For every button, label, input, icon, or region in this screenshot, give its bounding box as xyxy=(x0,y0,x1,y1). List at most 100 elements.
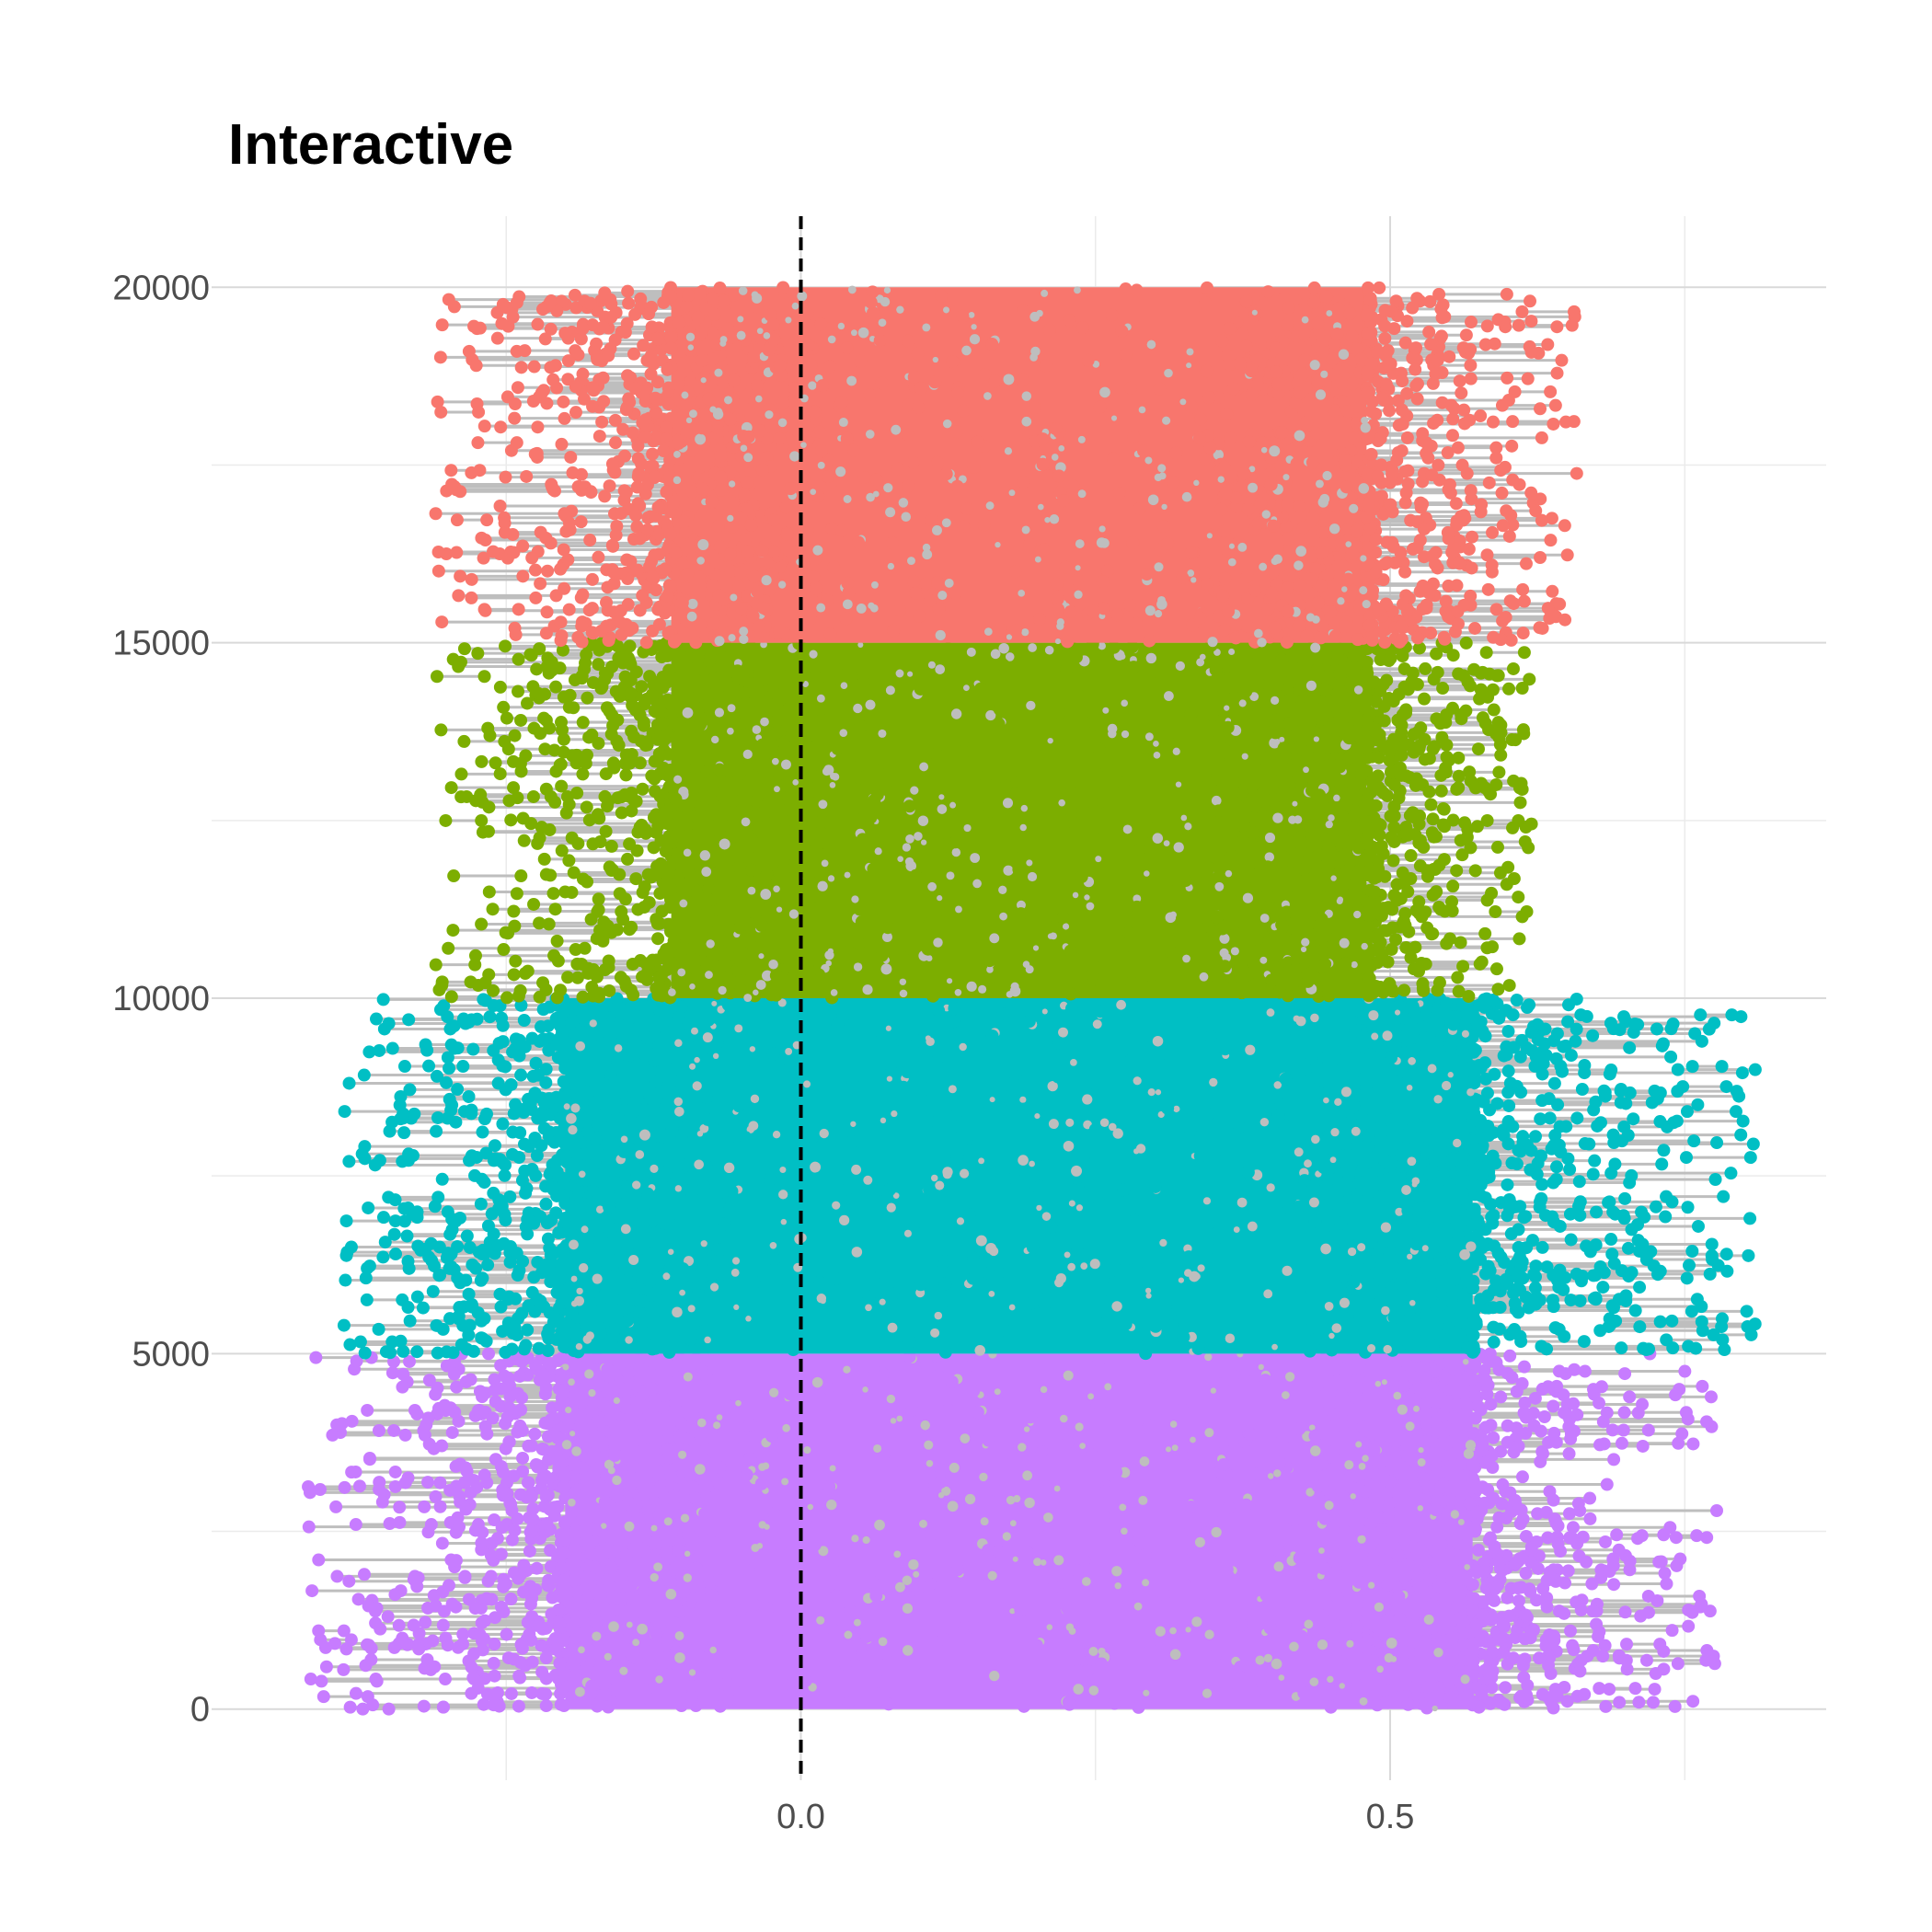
data-point xyxy=(458,1570,472,1583)
data-point xyxy=(1499,1681,1512,1695)
data-point xyxy=(587,1560,601,1574)
core-gap-speck xyxy=(1155,1626,1166,1637)
data-point xyxy=(585,1679,599,1693)
core-gap-speck xyxy=(568,1378,575,1386)
data-point xyxy=(1374,1455,1387,1469)
data-point xyxy=(1561,1564,1575,1578)
core-gap-speck xyxy=(1111,1566,1122,1577)
data-point xyxy=(1468,1523,1482,1536)
data-point xyxy=(1141,1421,1155,1435)
data-point xyxy=(677,1585,691,1599)
core-gap-speck xyxy=(980,1517,989,1526)
data-point xyxy=(1665,1624,1679,1638)
data-point xyxy=(740,1467,753,1481)
data-point xyxy=(1323,1486,1337,1500)
core-gap-speck xyxy=(1432,1705,1438,1712)
data-point xyxy=(1512,1594,1525,1608)
data-point xyxy=(464,1373,477,1386)
data-point xyxy=(1671,1657,1685,1671)
data-point xyxy=(1704,1390,1718,1404)
data-point xyxy=(388,1465,402,1478)
data-point xyxy=(302,1520,316,1534)
data-point xyxy=(581,1589,595,1603)
data-point xyxy=(1607,1578,1621,1592)
core-gap-speck xyxy=(843,1365,851,1374)
data-point xyxy=(1657,1528,1671,1542)
data-point xyxy=(330,1570,344,1583)
data-point xyxy=(361,1403,374,1417)
data-point xyxy=(1605,1423,1619,1437)
data-point xyxy=(356,1702,370,1716)
data-point xyxy=(1696,1379,1709,1393)
data-point xyxy=(359,1659,373,1673)
data-point xyxy=(1121,1591,1135,1604)
data-point xyxy=(326,1428,339,1442)
data-point xyxy=(625,1591,638,1604)
data-point xyxy=(517,1014,531,1028)
data-point xyxy=(1665,1314,1679,1328)
data-point xyxy=(1593,1682,1606,1696)
data-point xyxy=(1566,1521,1580,1535)
data-point xyxy=(315,1674,328,1688)
data-point xyxy=(1047,1580,1061,1593)
data-point xyxy=(385,1366,399,1380)
core-gap-speck xyxy=(924,1440,934,1450)
data-point xyxy=(1132,1700,1145,1714)
data-point xyxy=(1259,1374,1272,1387)
data-point xyxy=(558,1396,571,1409)
data-point xyxy=(1484,1531,1498,1545)
data-point xyxy=(1437,1664,1451,1678)
data-point xyxy=(417,1699,431,1713)
data-point xyxy=(1543,1565,1557,1579)
data-point xyxy=(1215,1377,1229,1391)
data-point xyxy=(761,1602,775,1616)
data-point xyxy=(569,1632,583,1646)
data-point xyxy=(774,1538,788,1552)
data-point xyxy=(1035,1445,1049,1459)
data-point xyxy=(1175,1402,1189,1416)
data-point xyxy=(464,1486,477,1500)
data-point xyxy=(1061,1435,1075,1449)
data-point xyxy=(512,1699,525,1713)
core-gap-speck xyxy=(781,1478,789,1486)
data-point xyxy=(523,1544,536,1558)
data-point xyxy=(1020,1546,1034,1559)
core-gap-speck xyxy=(873,1443,882,1453)
data-point xyxy=(972,1576,985,1590)
data-point xyxy=(1598,1639,1612,1652)
data-point xyxy=(408,1574,422,1588)
core-gap-speck xyxy=(964,1493,976,1505)
data-point xyxy=(387,1640,401,1654)
core-gap-speck xyxy=(919,1519,927,1528)
core-gap-speck xyxy=(1046,1624,1053,1630)
data-point xyxy=(662,1430,676,1443)
data-point xyxy=(1446,1410,1460,1424)
data-point xyxy=(1648,1683,1662,1696)
data-point xyxy=(627,1503,640,1517)
data-point xyxy=(366,1698,380,1712)
data-point xyxy=(1157,1588,1171,1602)
data-point xyxy=(1186,1545,1200,1558)
core-gap-speck xyxy=(604,1652,612,1661)
data-point xyxy=(526,1501,540,1515)
data-point xyxy=(1311,1458,1325,1472)
data-point xyxy=(438,1673,452,1686)
data-point xyxy=(1388,1435,1402,1449)
data-point xyxy=(868,1363,881,1376)
data-point xyxy=(553,1656,567,1670)
data-point xyxy=(1447,1652,1461,1666)
data-point xyxy=(1493,1633,1507,1647)
core-gap-speck xyxy=(1169,1649,1181,1661)
data-point xyxy=(1010,1680,1024,1694)
core-gap-speck xyxy=(949,1462,960,1473)
core-gap-speck xyxy=(987,1570,997,1581)
data-point xyxy=(664,1469,678,1483)
data-point xyxy=(652,1512,666,1525)
data-point xyxy=(1586,1644,1600,1658)
data-point xyxy=(1586,1604,1600,1618)
data-point xyxy=(396,1380,409,1394)
data-point xyxy=(1699,1653,1713,1667)
data-point xyxy=(335,1417,349,1431)
data-point xyxy=(535,1622,549,1636)
core-gap-speck xyxy=(1273,1561,1284,1572)
